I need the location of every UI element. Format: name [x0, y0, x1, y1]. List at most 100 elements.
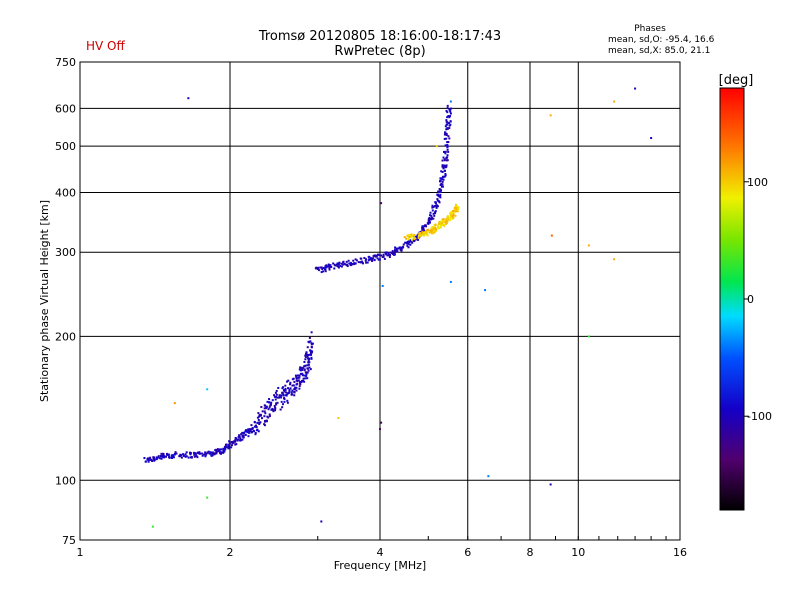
data-point — [371, 258, 374, 261]
data-point — [301, 367, 304, 370]
data-point — [187, 456, 190, 459]
data-point — [290, 393, 293, 396]
data-point — [382, 253, 385, 256]
data-point — [254, 433, 257, 436]
data-point — [375, 254, 378, 257]
data-point — [293, 380, 296, 383]
data-point — [174, 451, 177, 454]
data-point — [434, 210, 437, 213]
data-point — [409, 235, 412, 238]
data-point — [445, 159, 448, 162]
data-point — [410, 233, 413, 236]
data-point — [452, 213, 455, 216]
data-point — [284, 387, 287, 390]
data-point — [381, 284, 384, 287]
data-point — [377, 258, 380, 261]
data-point — [304, 354, 307, 357]
data-point — [333, 267, 336, 270]
x-tick-label: 2 — [227, 546, 234, 559]
data-point — [299, 372, 302, 375]
data-point — [307, 354, 310, 357]
data-point — [196, 456, 199, 459]
data-point — [319, 266, 322, 269]
data-point — [241, 438, 244, 441]
data-point — [298, 385, 301, 388]
data-point — [306, 355, 309, 358]
data-point — [166, 453, 169, 456]
y-tick-label: 500 — [55, 140, 76, 153]
data-point — [248, 431, 251, 434]
data-point — [391, 252, 394, 255]
data-point — [325, 265, 328, 268]
data-point — [429, 229, 432, 232]
data-point — [376, 257, 379, 260]
data-point — [406, 240, 409, 243]
data-point — [446, 144, 449, 147]
data-point — [396, 250, 399, 253]
data-point — [299, 369, 302, 372]
data-point — [254, 425, 257, 428]
data-point — [409, 243, 412, 246]
data-point — [457, 208, 460, 211]
data-point — [454, 209, 457, 212]
data-point — [306, 371, 309, 374]
data-point — [307, 363, 310, 366]
data-point — [439, 193, 442, 196]
data-point — [550, 234, 553, 237]
data-point — [440, 183, 443, 186]
data-point — [301, 374, 304, 377]
data-point — [214, 452, 217, 455]
data-point — [445, 119, 448, 122]
data-point — [298, 387, 301, 390]
data-point — [434, 227, 437, 230]
data-point — [298, 376, 301, 379]
data-point — [408, 237, 411, 240]
x-axis-ticks: 1 2 4 6 8 10 16 — [77, 546, 688, 559]
data-point — [274, 406, 277, 409]
data-point — [378, 258, 381, 261]
data-point — [244, 433, 247, 436]
data-point — [438, 220, 441, 223]
data-point — [454, 206, 457, 209]
data-point — [320, 266, 323, 269]
data-point — [272, 410, 275, 413]
data-point — [352, 262, 355, 265]
data-point — [439, 177, 442, 180]
data-point — [230, 444, 233, 447]
data-point — [149, 458, 152, 461]
data-point — [436, 205, 439, 208]
data-point — [447, 115, 450, 118]
data-point — [440, 224, 443, 227]
data-point — [445, 165, 448, 168]
data-point — [311, 350, 314, 353]
data-point — [394, 251, 397, 254]
data-point — [387, 254, 390, 257]
data-point — [441, 185, 444, 188]
data-point — [253, 420, 256, 423]
data-point — [373, 254, 376, 257]
data-point — [421, 226, 424, 229]
data-point — [234, 438, 237, 441]
data-point — [408, 235, 411, 238]
data-point — [144, 460, 147, 463]
data-point — [287, 379, 290, 382]
data-point — [206, 451, 209, 454]
data-point — [247, 435, 250, 438]
data-point — [405, 237, 408, 240]
data-point — [299, 383, 302, 386]
data-point — [320, 520, 323, 523]
data-point — [307, 369, 310, 372]
data-point — [324, 270, 327, 273]
data-point — [305, 351, 308, 354]
data-point — [438, 195, 441, 198]
stats-o-line: mean, sd,O: -95.4, 16.6 — [608, 35, 715, 45]
data-point — [168, 456, 171, 459]
data-point — [309, 351, 312, 354]
data-point — [298, 374, 301, 377]
data-point — [355, 259, 358, 262]
data-point — [257, 430, 260, 433]
data-point — [315, 267, 318, 270]
data-point — [417, 238, 420, 241]
data-point — [408, 234, 411, 237]
data-point — [284, 384, 287, 387]
